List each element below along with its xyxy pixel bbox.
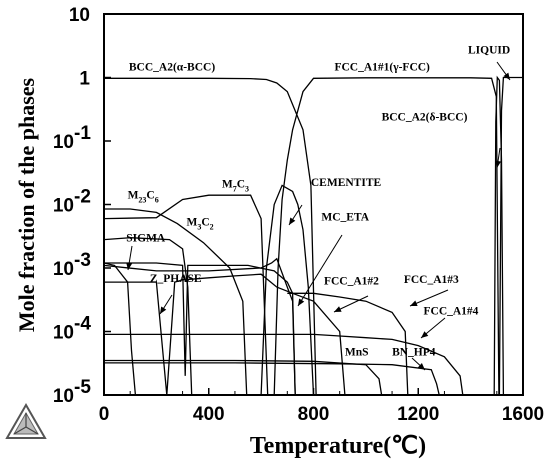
- y-tick-exponent: -3: [74, 250, 91, 271]
- label-bn-hp4: BN_HP4: [392, 346, 436, 358]
- annotation-arrowhead: [417, 363, 425, 370]
- label-fcc-a1-2: FCC_A1#2: [324, 275, 379, 287]
- label-mns: MnS: [345, 346, 369, 358]
- y-tick-label: 10: [53, 386, 74, 407]
- annotation-arrowhead: [160, 306, 167, 314]
- series-mns: [104, 359, 383, 396]
- y-tick-exponent: -1: [74, 123, 91, 144]
- y-tick-label: 10: [53, 132, 74, 153]
- y-tick-exponent: -2: [74, 187, 91, 208]
- y-tick-label: 10: [53, 259, 74, 280]
- x-axis-title: Temperature(℃): [250, 433, 426, 459]
- label-sigma: SIGMA: [126, 233, 166, 245]
- annotation-arrowhead: [298, 298, 305, 306]
- annotation-arrowhead: [495, 160, 502, 168]
- label-fcc-a1-3: FCC_A1#3: [404, 274, 459, 286]
- series-liquid: [498, 76, 523, 396]
- y-tick-exponent: -4: [74, 314, 91, 335]
- series-m23c6: [104, 208, 248, 396]
- label-m3c2: M3C2: [186, 216, 213, 231]
- annotation-arrowhead: [126, 262, 133, 270]
- label-bcc-a2-bcc: BCC_A2(α-BCC): [129, 61, 215, 73]
- phase-curves: [103, 75, 523, 396]
- label-m7c3: M7C3: [222, 179, 249, 194]
- label-z-phase: Z_PHASE: [150, 273, 202, 285]
- series-bcc-a2-bcc: [104, 77, 317, 396]
- series-cementite: [260, 184, 315, 396]
- series-fcc-a1-3: [287, 292, 409, 396]
- series-z-phase: [104, 273, 346, 396]
- annotation-arrowhead: [503, 72, 510, 80]
- annotation-arrow: [297, 234, 343, 307]
- series-mc-eta: [103, 257, 296, 396]
- y-axis-title: Mole fraction of the phases: [14, 77, 39, 332]
- phase-annotations: BCC_A2(α-BCC) FCC_A1#1(γ-FCC) LIQUID BCC_A2…: [126, 44, 511, 371]
- x-tick-label: 800: [298, 404, 330, 425]
- label-liquid: LIQUID: [468, 44, 510, 56]
- annotation-arrowhead: [334, 306, 342, 312]
- y-tick-exponent: -5: [74, 377, 91, 398]
- annotation-arrowhead: [289, 217, 296, 225]
- x-tick-label: 400: [193, 404, 225, 425]
- x-tick-label: 1200: [397, 404, 439, 425]
- y-tick-label: 10: [53, 323, 74, 344]
- software-logo: [5, 402, 47, 439]
- x-tick-label: 0: [99, 404, 110, 425]
- y-tick-label: 1: [79, 69, 90, 90]
- series-bcc-a2-bcc: [493, 75, 505, 396]
- series-fcc-a1-1-fcc: [273, 77, 500, 396]
- series-sigma: [103, 262, 137, 396]
- label-cementite: CEMENTITE: [311, 177, 382, 189]
- series-m7c3: [103, 194, 269, 396]
- y-tick-label: 10: [53, 196, 74, 217]
- series-fcc-a1-4: [104, 333, 464, 396]
- series-fcc-a1-2: [104, 262, 296, 396]
- label-m23c6: M23C6: [128, 189, 159, 204]
- label-mc-eta: MC_ETA: [321, 211, 369, 223]
- x-tick-label: 1600: [502, 404, 544, 425]
- label-fcc-a1-4: FCC_A1#4: [423, 306, 478, 318]
- series-bn-hp4: [104, 362, 440, 396]
- series-m3c2: [103, 237, 193, 396]
- x-axis-ticks: 0 400 800 1200 1600: [99, 388, 544, 425]
- label-fcc-a1-1-fcc: FCC_A1#1(γ-FCC): [334, 61, 430, 73]
- annotation-arrowhead: [410, 300, 418, 307]
- annotation-arrowhead: [421, 331, 429, 338]
- label-bcc-a2-bcc: BCC_A2(δ-BCC): [382, 112, 468, 124]
- y-tick-label: 10: [69, 5, 90, 26]
